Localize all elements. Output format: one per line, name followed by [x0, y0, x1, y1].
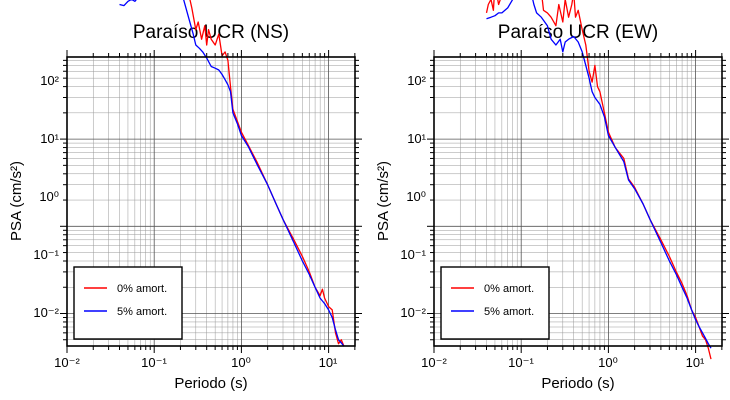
series-line-undamped — [189, 0, 345, 347]
chart-panel-ew: Paraíso UCR (EW) 10⁻² 10⁻¹ 10⁰ 10¹ 10⁻² … — [375, 0, 729, 392]
y-tick-label: 10⁻¹ — [400, 247, 426, 262]
x-tick-label: 10⁻¹ — [141, 355, 167, 370]
y-tick-label: 10² — [407, 73, 426, 88]
series-lines — [119, 0, 345, 347]
plot-frame — [66, 56, 356, 347]
y-tick-label: 10⁰ — [39, 189, 59, 204]
legend: 0% amort. 5% amort. — [73, 266, 183, 340]
y-axis-label: PSA (cm/s²) — [8, 161, 25, 241]
plot-frame — [433, 56, 723, 347]
legend-label: 5% amort. — [484, 306, 534, 318]
y-tick-label: 10⁰ — [406, 189, 426, 204]
y-tick-label: 10¹ — [407, 131, 426, 146]
y-tick-labels: 10⁻² 10⁻¹ 10⁰ 10¹ 10² — [400, 73, 426, 320]
legend-box — [440, 266, 550, 340]
y-tick-label: 10⁻¹ — [33, 247, 59, 262]
x-tick-label: 10⁻² — [421, 355, 447, 370]
legend: 0% amort. 5% amort. — [440, 266, 550, 340]
chart-title: Paraíso UCR (EW) — [498, 22, 658, 43]
y-tick-label: 10² — [40, 73, 59, 88]
legend-label: 0% amort. — [484, 283, 534, 295]
x-tick-label: 10⁻¹ — [508, 355, 534, 370]
x-tick-label: 10¹ — [686, 355, 705, 370]
legend-label: 5% amort. — [117, 306, 167, 318]
x-axis-label: Periodo (s) — [541, 375, 614, 392]
series-lines — [485, 0, 712, 360]
x-tick-label: 10⁰ — [598, 355, 618, 370]
x-axis-label: Periodo (s) — [174, 375, 247, 392]
x-tick-labels: 10⁻² 10⁻¹ 10⁰ 10¹ — [421, 355, 705, 370]
y-axis-label: PSA (cm/s²) — [375, 161, 392, 241]
x-tick-label: 10⁰ — [231, 355, 251, 370]
axis-ticks — [60, 50, 362, 353]
series-line-damped — [486, 0, 712, 349]
y-tick-label: 10⁻² — [400, 305, 426, 320]
y-tick-label: 10⁻² — [33, 305, 59, 320]
y-tick-labels: 10⁻² 10⁻¹ 10⁰ 10¹ 10² — [33, 73, 59, 320]
x-tick-label: 10⁻² — [54, 355, 80, 370]
x-tick-labels: 10⁻² 10⁻¹ 10⁰ 10¹ — [54, 355, 338, 370]
y-tick-label: 10¹ — [40, 131, 59, 146]
legend-label: 0% amort. — [117, 283, 167, 295]
chart-panel-ns: Paraíso UCR (NS) 10⁻² 10⁻¹ 10⁰ 10¹ 10⁻² … — [8, 0, 362, 392]
series-line-damped — [119, 0, 345, 347]
x-tick-label: 10¹ — [319, 355, 338, 370]
axis-ticks — [427, 50, 729, 353]
series-line-undamped — [485, 0, 712, 360]
legend-box — [73, 266, 183, 340]
chart-title: Paraíso UCR (NS) — [133, 22, 289, 43]
